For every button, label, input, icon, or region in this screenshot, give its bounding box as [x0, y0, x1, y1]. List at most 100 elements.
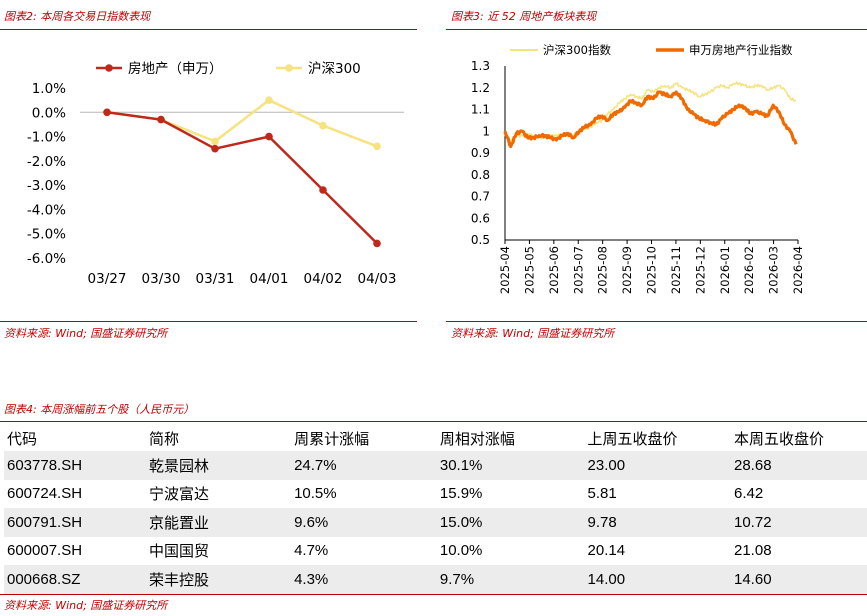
y-tick-label: -3.0% [27, 178, 66, 194]
y-tick-label: -4.0% [27, 202, 66, 218]
y-tick-label: 1.2 [471, 81, 490, 95]
table-row: 600007.SH 中国国贸 4.7% 10.0% 20.14 21.08 [4, 537, 867, 566]
x-tick-label: 2025-07 [571, 246, 585, 294]
cell-weekly-gain: 9.6% [291, 508, 437, 537]
x-tick-label: 2025-05 [522, 246, 536, 294]
legend-label: 申万房地产行业指数 [689, 43, 793, 57]
x-tick-label: 04/03 [358, 271, 397, 287]
y-tick-label: 0.6 [471, 211, 490, 225]
cell-close: 14.60 [731, 565, 867, 594]
data-point [373, 239, 381, 248]
fig2-top-rule [0, 29, 417, 30]
y-tick-label: 0.9 [471, 146, 490, 160]
top-gainers-table: 代码 简称 周累计涨幅 周相对涨幅 上周五收盘价 本周五收盘价 603778.S… [4, 425, 867, 594]
cell-code: 600724.SH [7, 485, 83, 503]
fig4-source: 资料来源: Wind; 国盛证券研究所 [4, 599, 168, 612]
cell-name: 中国国贸 [148, 542, 209, 561]
legend-marker [285, 64, 293, 72]
data-point [319, 186, 327, 194]
legend-marker [105, 64, 113, 72]
cell-name: 京能置业 [145, 508, 292, 537]
fig4-top-rule [0, 421, 867, 422]
fig3-bottom-rule [446, 321, 867, 322]
cell-prev-close: 20.14 [587, 542, 626, 560]
cell-code: 603778.SH [4, 451, 146, 480]
header-name: 简称 [148, 429, 179, 448]
header-code: 代码 [7, 429, 38, 448]
cell-weekly-gain: 10.5% [294, 485, 337, 503]
cell-relative-gain: 30.1% [436, 451, 585, 480]
table-row: 603778.SH 乾景园林 24.7% 30.1% 23.00 28.68 [4, 451, 867, 480]
y-tick-label: 0.0% [32, 105, 66, 121]
cell-prev-close: 5.81 [587, 485, 617, 503]
fig2-source: 资料来源: Wind; 国盛证券研究所 [4, 327, 168, 340]
x-tick-label: 2026-01 [718, 246, 732, 294]
data-point [373, 142, 381, 151]
header-weekly-gain: 周累计涨幅 [294, 429, 370, 448]
fig2-bottom-rule [0, 321, 417, 322]
x-tick-label: 2025-10 [645, 246, 659, 294]
cell-relative-gain: 10.0% [439, 542, 483, 560]
data-point [157, 115, 165, 124]
x-tick-label: 03/30 [142, 271, 181, 287]
table-header-row: 代码 简称 周累计涨幅 周相对涨幅 上周五收盘价 本周五收盘价 [4, 425, 867, 451]
cell-relative-gain: 15.9% [439, 485, 483, 503]
fig3-top-rule [446, 29, 867, 30]
data-point [211, 144, 219, 153]
cell-close: 6.42 [734, 485, 764, 503]
legend-label: 房地产（申万） [128, 61, 223, 77]
fig4-caption: 图表4: 本周涨幅前五个股（人民币元） [4, 403, 195, 416]
x-tick-label: 2026-03 [767, 246, 781, 294]
cell-weekly-gain: 24.7% [291, 451, 437, 480]
cell-code: 600791.SH [4, 508, 146, 537]
x-tick-label: 2025-06 [547, 246, 561, 294]
cell-name: 荣丰控股 [145, 565, 292, 594]
y-tick-label: 1 [482, 124, 490, 138]
table-row: 600791.SH 京能置业 9.6% 15.0% 9.78 10.72 [4, 508, 867, 537]
series-line [106, 111, 378, 245]
header-close: 本周五收盘价 [734, 429, 825, 448]
header-relative-gain: 周相对涨幅 [439, 429, 515, 448]
cell-prev-close: 9.78 [584, 508, 731, 537]
data-point [265, 132, 273, 141]
data-point [211, 137, 219, 146]
cell-close: 21.08 [734, 542, 772, 560]
legend-label: 沪深300 [308, 61, 361, 77]
x-tick-label: 2025-09 [620, 246, 634, 294]
x-tick-label: 04/02 [304, 271, 343, 287]
series-line [503, 90, 798, 149]
cell-close: 28.68 [731, 451, 867, 480]
table-row: 600724.SH 宁波富达 10.5% 15.9% 5.81 6.42 [4, 480, 867, 509]
cell-close: 10.72 [731, 508, 867, 537]
cell-code: 600007.SH [7, 542, 83, 560]
cell-name: 乾景园林 [145, 451, 292, 480]
cell-prev-close: 23.00 [584, 451, 731, 480]
cell-relative-gain: 15.0% [436, 508, 585, 537]
cell-name: 宁波富达 [148, 485, 209, 504]
x-tick-label: 2025-08 [596, 246, 610, 294]
cell-relative-gain: 9.7% [436, 565, 585, 594]
y-tick-label: 0.5 [471, 233, 490, 247]
x-tick-label: 03/27 [88, 271, 127, 287]
y-tick-label: 0.8 [471, 168, 490, 182]
data-point [265, 96, 273, 104]
x-tick-label: 04/01 [250, 271, 289, 287]
x-tick-label: 2025-04 [498, 246, 512, 294]
y-tick-label: 1.0% [32, 81, 66, 97]
legend-label: 沪深300指数 [543, 43, 611, 57]
y-tick-label: -6.0% [27, 251, 66, 267]
y-tick-label: 1.1 [471, 103, 490, 117]
data-point [103, 108, 111, 117]
x-tick-label: 03/31 [196, 271, 235, 287]
fig4-bottom-rule [0, 594, 867, 595]
data-point [319, 121, 327, 130]
x-tick-label: 2025-12 [693, 246, 707, 294]
y-tick-label: -1.0% [27, 130, 66, 146]
weekly-sector-chart: 沪深300指数 申万房地产行业指数 1.3 1.2 1.1 1 0.9 0.8 0.7 0.6 0.… [471, 43, 805, 294]
table-row: 000668.SZ 荣丰控股 4.3% 9.7% 14.00 14.60 [4, 565, 867, 594]
fig2-caption: 图表2: 本周各交易日指数表现 [4, 10, 151, 23]
y-tick-label: 0.7 [471, 190, 490, 204]
y-tick-label: -5.0% [27, 227, 66, 243]
series-line [106, 98, 378, 148]
x-tick-label: 2026-04 [791, 246, 805, 294]
